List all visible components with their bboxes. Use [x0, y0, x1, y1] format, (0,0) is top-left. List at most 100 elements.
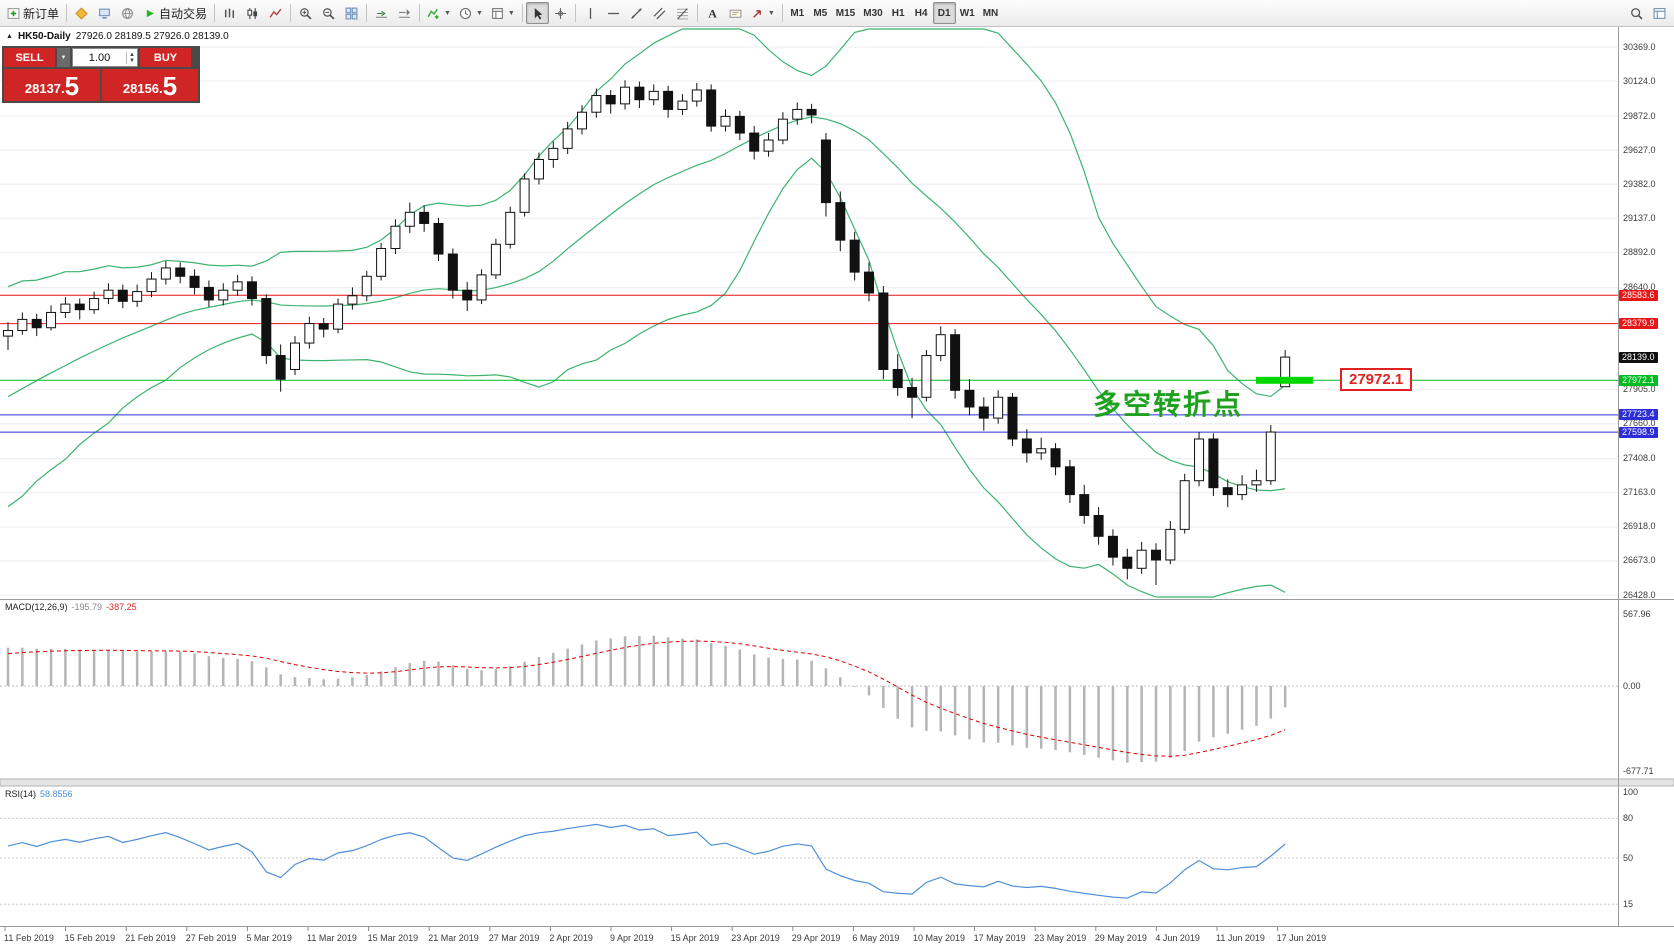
- timeframe-h1-button[interactable]: H1: [891, 7, 905, 19]
- terminal-button[interactable]: [93, 2, 116, 24]
- clock-icon: [459, 7, 471, 19]
- toolbar-separator: [290, 4, 292, 22]
- collapse-panel-icon[interactable]: ▲: [6, 33, 13, 40]
- price-axis-label: 29627.0: [1623, 144, 1656, 155]
- volume-spinner: ▲ ▼: [126, 51, 137, 64]
- timeframe-m1-button[interactable]: M1: [790, 7, 805, 19]
- sell-button[interactable]: SELL: [4, 48, 55, 67]
- cursor-button[interactable]: [525, 2, 549, 24]
- price-axis-label: 29137.0: [1623, 212, 1656, 223]
- date-label: 2 Apr 2019: [549, 933, 593, 943]
- bars-icon: [224, 8, 235, 18]
- price-axis-label: 26428.0: [1623, 589, 1656, 600]
- caret-down-icon: ▼: [444, 9, 451, 17]
- arrows-button[interactable]: ▼: [747, 2, 779, 24]
- new-order-label: 新订单: [23, 6, 60, 21]
- auto-scroll-button[interactable]: [370, 2, 393, 24]
- templates-button[interactable]: ▼: [487, 2, 519, 24]
- price-axis-label: 27660.0: [1623, 418, 1656, 429]
- tile-windows-button[interactable]: [340, 2, 363, 24]
- line-chart-button[interactable]: [264, 2, 287, 24]
- text-label-button[interactable]: [724, 2, 747, 24]
- mql5-icon: [75, 6, 88, 20]
- trade-prices-row: 28137. 5 28156. 5: [4, 69, 198, 101]
- crosshair-button[interactable]: [549, 2, 572, 24]
- vertical-line-button[interactable]: [579, 2, 602, 24]
- timeframe-m5-button[interactable]: M5: [813, 7, 828, 19]
- indicators-icon: [427, 8, 439, 19]
- candlestick-chart-button[interactable]: [241, 2, 264, 24]
- terminal-icon: [99, 8, 110, 19]
- indicators-list-button[interactable]: ▼: [423, 2, 455, 24]
- label-icon: [729, 9, 742, 18]
- trend-icon: [631, 7, 642, 19]
- new-order-button[interactable]: 新订单: [3, 2, 63, 24]
- rsi-axis-label: 80: [1623, 812, 1634, 823]
- timeframe-mn-button[interactable]: MN: [982, 7, 999, 19]
- one-click-trading-panel: SELL ▼ 1.00 ▲ ▼ BUY 28137. 5 28156. 5: [2, 46, 200, 103]
- price-axis-label: 30124.0: [1623, 75, 1656, 86]
- chart-annotation-text[interactable]: 多空转折点: [1093, 389, 1244, 421]
- zoom-in-button[interactable]: [294, 2, 317, 24]
- fibonacci-retracement-button[interactable]: [671, 2, 694, 24]
- date-label: 15 Feb 2019: [64, 933, 116, 943]
- caret-down-icon: ▼: [767, 9, 775, 17]
- chart-shift-button[interactable]: [393, 2, 416, 24]
- search-button[interactable]: [1625, 2, 1648, 24]
- price-level-label: 27598.9: [1619, 426, 1658, 438]
- current-price-label: 28139.0: [1619, 351, 1658, 363]
- price-axis-label: 27408.0: [1623, 453, 1656, 464]
- bar-chart-button[interactable]: [218, 2, 241, 24]
- buy-button[interactable]: BUY: [140, 48, 191, 67]
- trendline-button[interactable]: [625, 2, 648, 24]
- channel-icon: [653, 7, 666, 19]
- hline-icon: [607, 12, 619, 14]
- date-label: 23 May 2019: [1034, 933, 1087, 943]
- buy-price-display[interactable]: 28156. 5: [102, 69, 198, 101]
- volume-input[interactable]: 1.00 ▲ ▼: [72, 48, 138, 67]
- volume-down-button[interactable]: ▼: [129, 57, 135, 64]
- rsi-name: RSI(14): [5, 789, 37, 799]
- toolbar-separator: [419, 4, 421, 22]
- timeframe-h4-button[interactable]: H4: [914, 7, 928, 19]
- volume-up-button[interactable]: ▲: [129, 51, 135, 58]
- arrow-icon: [753, 9, 761, 18]
- auto-trading-label: 自动交易: [159, 6, 208, 21]
- equidistant-channel-button[interactable]: [648, 2, 671, 24]
- sell-price-display[interactable]: 28137. 5: [4, 69, 100, 101]
- horizontal-line-button[interactable]: [602, 2, 625, 24]
- buy-price-main: 28156.: [122, 81, 163, 96]
- date-label: 10 May 2019: [913, 933, 966, 943]
- news-button[interactable]: [116, 2, 139, 24]
- text-button[interactable]: A: [701, 2, 724, 24]
- zoom-out-button[interactable]: [317, 2, 340, 24]
- data-window-button[interactable]: [1648, 2, 1671, 24]
- rsi-value: 58.8556: [40, 789, 73, 799]
- caret-down-icon: ▼: [475, 9, 483, 17]
- date-label: 11 Feb 2019: [4, 933, 54, 943]
- symbol-title: HK50-Daily: [17, 31, 71, 42]
- candles-icon: [247, 7, 258, 19]
- price-level-label: 28583.6: [1619, 289, 1658, 301]
- price-callout-label[interactable]: 27972.1: [1340, 368, 1413, 392]
- timeframe-m30-button[interactable]: M30: [863, 7, 883, 19]
- toolbar-right-group: [1625, 2, 1671, 24]
- auto-trading-button[interactable]: 自动交易: [139, 2, 211, 24]
- chartshift-icon: [399, 8, 410, 18]
- toolbar-separator: [214, 4, 216, 22]
- date-label: 21 Feb 2019: [125, 933, 176, 943]
- autotrading-icon: [146, 9, 154, 17]
- rsi-axis-label: 100: [1623, 786, 1639, 797]
- timeframe-w1-button[interactable]: W1: [959, 7, 975, 19]
- timeframe-m15-button[interactable]: M15: [835, 7, 856, 19]
- periods-button[interactable]: ▼: [455, 2, 487, 24]
- price-axis-label: 27163.0: [1623, 487, 1656, 498]
- date-label: 11 Mar 2019: [307, 933, 357, 943]
- price-axis-label: 26918.0: [1623, 521, 1656, 532]
- price-level-label: 27972.1: [1619, 374, 1658, 386]
- mql5-community-button[interactable]: [70, 2, 93, 24]
- timeframe-d1-button[interactable]: D1: [932, 2, 956, 24]
- sell-price-main: 28137.: [24, 81, 65, 96]
- volume-dropdown-button[interactable]: ▼: [57, 48, 70, 67]
